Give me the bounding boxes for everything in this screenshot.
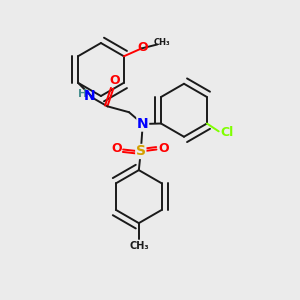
Text: CH₃: CH₃ bbox=[129, 241, 148, 251]
Text: Cl: Cl bbox=[220, 126, 233, 139]
Text: N: N bbox=[84, 88, 96, 103]
Text: O: O bbox=[109, 74, 120, 87]
Text: S: S bbox=[136, 145, 146, 158]
Text: N: N bbox=[137, 117, 148, 131]
Text: CH₃: CH₃ bbox=[154, 38, 170, 47]
Text: O: O bbox=[111, 142, 122, 155]
Text: O: O bbox=[137, 41, 148, 54]
Text: H: H bbox=[78, 88, 88, 99]
Text: O: O bbox=[158, 142, 169, 155]
